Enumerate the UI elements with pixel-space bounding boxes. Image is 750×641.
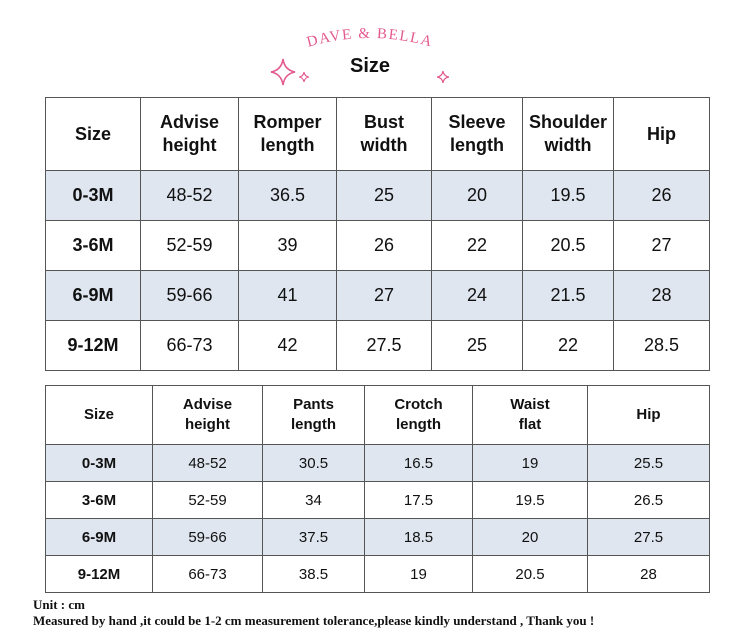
table-header-row: Size Advise height Pants length Crotch length W…: [45, 385, 710, 445]
value-cell: 26: [336, 220, 432, 271]
value-cell: 25: [431, 320, 523, 371]
value-cell: 37.5: [262, 518, 365, 556]
table-row: 0-3M 48-52 30.5 16.5 19 25.5: [45, 444, 710, 482]
value-cell: 20: [431, 170, 523, 221]
value-cell: 24: [431, 270, 523, 321]
value-cell: 21.5: [522, 270, 614, 321]
size-cell: 6-9M: [45, 270, 141, 321]
column-header: Crotch length: [364, 385, 473, 445]
size-table-romper: Size Advise height Romper length Bust width Sle…: [45, 97, 710, 371]
column-header: Advise height: [152, 385, 263, 445]
table-row: 6-9M 59-66 37.5 18.5 20 27.5: [45, 518, 710, 556]
size-cell: 9-12M: [45, 320, 141, 371]
table-row: 6-9M 59-66 41 27 24 21.5 28: [45, 270, 710, 321]
size-cell: 3-6M: [45, 220, 141, 271]
brand-logo: DAVE & BELLA: [290, 24, 450, 54]
size-cell: 3-6M: [45, 481, 153, 519]
value-cell: 36.5: [238, 170, 337, 221]
column-header: Bust width: [336, 97, 432, 171]
value-cell: 38.5: [262, 555, 365, 593]
size-table-pants: Size Advise height Pants length Crotch length W…: [45, 385, 710, 593]
column-header: Waist flat: [472, 385, 588, 445]
value-cell: 28: [587, 555, 710, 593]
value-cell: 19.5: [472, 481, 588, 519]
value-cell: 26: [613, 170, 710, 221]
column-header: Hip: [613, 97, 710, 171]
page-title: Size: [349, 55, 391, 77]
brand-logo-arc: DAVE & BELLA: [305, 26, 435, 51]
sparkle-icon: [270, 58, 296, 86]
value-cell: 34: [262, 481, 365, 519]
value-cell: 27: [613, 220, 710, 271]
unit-note: Unit : cm: [33, 597, 85, 612]
table-header-row: Size Advise height Romper length Bust width Sle…: [45, 97, 710, 171]
column-header: Pants length: [262, 385, 365, 445]
value-cell: 66-73: [152, 555, 263, 593]
value-cell: 20.5: [472, 555, 588, 593]
value-cell: 39: [238, 220, 337, 271]
column-header: Size: [45, 97, 141, 171]
brand-text: DAVE & BELLA: [305, 26, 433, 51]
value-cell: 25.5: [587, 444, 710, 482]
size-cell: 9-12M: [45, 555, 153, 593]
value-cell: 16.5: [364, 444, 473, 482]
size-cell: 0-3M: [45, 444, 153, 482]
column-header: Sleeve length: [431, 97, 523, 171]
value-cell: 19: [364, 555, 473, 593]
value-cell: 28.5: [613, 320, 710, 371]
table-row: 9-12M 66-73 38.5 19 20.5 28: [45, 555, 710, 593]
value-cell: 48-52: [140, 170, 239, 221]
value-cell: 48-52: [152, 444, 263, 482]
column-header: Advise height: [140, 97, 239, 171]
column-header: Romper length: [238, 97, 337, 171]
table-row: 3-6M 52-59 34 17.5 19.5 26.5: [45, 481, 710, 519]
table-row: 3-6M 52-59 39 26 22 20.5 27: [45, 220, 710, 271]
column-header: Hip: [587, 385, 710, 445]
value-cell: 17.5: [364, 481, 473, 519]
table-row: 0-3M 48-52 36.5 25 20 19.5 26: [45, 170, 710, 221]
column-header: Shoulder width: [522, 97, 614, 171]
size-cell: 6-9M: [45, 518, 153, 556]
sparkle-right-icon: [437, 71, 449, 83]
value-cell: 30.5: [262, 444, 365, 482]
value-cell: 18.5: [364, 518, 473, 556]
value-cell: 20.5: [522, 220, 614, 271]
value-cell: 59-66: [140, 270, 239, 321]
value-cell: 26.5: [587, 481, 710, 519]
size-cell: 0-3M: [45, 170, 141, 221]
value-cell: 27.5: [336, 320, 432, 371]
value-cell: 27: [336, 270, 432, 321]
value-cell: 20: [472, 518, 588, 556]
column-header: Size: [45, 385, 153, 445]
value-cell: 19.5: [522, 170, 614, 221]
measurement-note: Measured by hand ,it could be 1-2 cm mea…: [33, 613, 595, 628]
value-cell: 66-73: [140, 320, 239, 371]
value-cell: 22: [431, 220, 523, 271]
value-cell: 52-59: [140, 220, 239, 271]
value-cell: 19: [472, 444, 588, 482]
value-cell: 42: [238, 320, 337, 371]
svg-text:DAVE & BELLA: DAVE & BELLA: [305, 26, 435, 51]
value-cell: 59-66: [152, 518, 263, 556]
value-cell: 22: [522, 320, 614, 371]
value-cell: 25: [336, 170, 432, 221]
value-cell: 28: [613, 270, 710, 321]
table-row: 9-12M 66-73 42 27.5 25 22 28.5: [45, 320, 710, 371]
value-cell: 27.5: [587, 518, 710, 556]
sparkle-small-icon: [299, 72, 309, 82]
value-cell: 41: [238, 270, 337, 321]
value-cell: 52-59: [152, 481, 263, 519]
